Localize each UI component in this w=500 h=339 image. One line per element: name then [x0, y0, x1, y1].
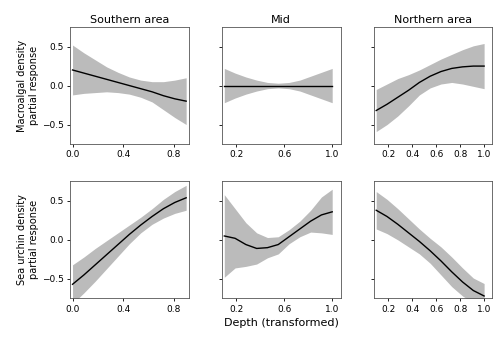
Title: Southern area: Southern area — [90, 15, 169, 25]
Y-axis label: Sea urchin density
partial response: Sea urchin density partial response — [18, 195, 39, 285]
Y-axis label: Macroalgal density
partial response: Macroalgal density partial response — [18, 40, 39, 132]
Title: Mid: Mid — [272, 15, 291, 25]
X-axis label: Depth (transformed): Depth (transformed) — [224, 318, 338, 328]
Title: Northern area: Northern area — [394, 15, 472, 25]
